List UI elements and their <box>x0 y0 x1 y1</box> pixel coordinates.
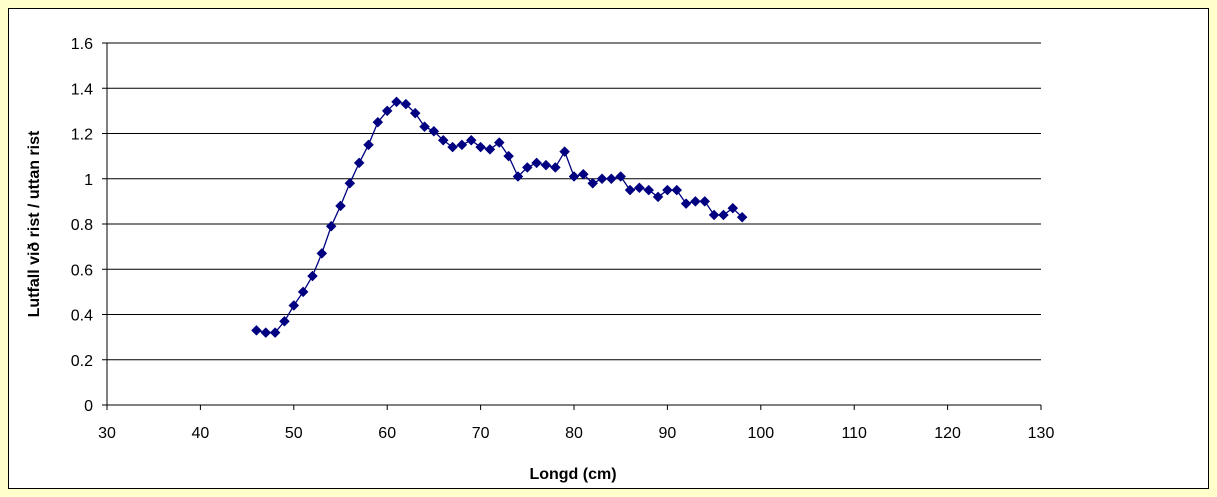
data-point-marker <box>727 202 739 214</box>
data-point-marker <box>344 177 356 189</box>
x-tick-label: 110 <box>841 425 867 442</box>
y-tick-label: 0.8 <box>71 217 93 234</box>
data-point-marker <box>690 196 701 207</box>
data-point-marker <box>624 184 636 196</box>
data-point-marker <box>680 198 692 209</box>
x-axis-title: Longd (cm) <box>529 466 616 483</box>
x-tick-label: 70 <box>472 425 490 442</box>
data-point-marker <box>372 116 384 128</box>
data-point-marker <box>671 184 683 196</box>
data-point-marker <box>465 134 477 146</box>
data-point-marker <box>316 248 328 259</box>
x-tick-label: 100 <box>747 425 774 442</box>
data-point-marker <box>652 191 664 203</box>
data-point-marker <box>606 173 617 185</box>
data-point-marker <box>549 162 561 173</box>
data-point-marker <box>363 139 374 151</box>
x-tick-label: 80 <box>565 425 583 442</box>
y-axis-title: Lutfall við rist / uttan rist <box>26 130 43 317</box>
data-point-marker <box>596 173 608 185</box>
x-tick-label: 30 <box>98 425 116 442</box>
data-point-marker <box>297 286 309 298</box>
data-point-marker <box>335 200 346 212</box>
data-point-marker <box>662 184 673 196</box>
data-point-marker <box>325 220 337 232</box>
x-tick-label: 50 <box>285 425 303 442</box>
y-tick-label: 1.2 <box>71 127 93 144</box>
x-tick-label: 120 <box>934 425 961 442</box>
data-point-marker <box>409 107 421 119</box>
data-point-marker <box>540 159 552 171</box>
data-point-marker <box>577 168 589 180</box>
y-tick-labels: 0 0.2 0.4 0.6 0.8 1 1.2 1.4 1.6 <box>71 36 93 415</box>
data-point-marker <box>288 300 300 311</box>
data-point-marker <box>512 171 524 182</box>
series-line <box>256 101 743 334</box>
grid-lines <box>107 42 1041 361</box>
data-point-marker <box>400 98 412 110</box>
x-tick-label: 60 <box>378 425 396 442</box>
data-point-marker <box>456 139 468 151</box>
data-point-marker <box>484 143 496 155</box>
x-tick-label: 40 <box>192 425 210 442</box>
data-point-marker <box>391 96 402 108</box>
y-tick-label: 0.2 <box>71 353 93 370</box>
data-point-marker <box>568 171 580 182</box>
data-point-marker <box>419 121 430 133</box>
data-point-marker <box>447 141 458 153</box>
data-point-marker <box>269 327 281 338</box>
y-tick-label: 0.4 <box>71 308 93 325</box>
data-point-marker <box>251 324 262 336</box>
y-tick-label: 1.6 <box>71 36 93 53</box>
data-point-marker <box>736 211 748 223</box>
y-tick-label: 1.4 <box>71 81 93 98</box>
data-point-marker <box>307 270 318 282</box>
series-group <box>251 96 748 338</box>
data-point-marker <box>381 105 393 117</box>
data-point-marker <box>531 157 542 169</box>
data-point-marker <box>615 171 627 182</box>
data-point-marker <box>521 162 533 173</box>
x-tick-label: 90 <box>659 425 677 442</box>
axes <box>102 42 1042 410</box>
x-tick-label: 130 <box>1028 425 1055 442</box>
data-point-marker <box>643 184 655 196</box>
data-point-marker <box>353 157 365 169</box>
y-tick-label: 1 <box>84 172 93 189</box>
data-point-marker <box>260 327 272 338</box>
data-point-marker <box>428 125 440 137</box>
x-tick-labels: 30 40 50 60 70 80 90 100 110 120 130 <box>98 425 1054 442</box>
y-tick-label: 0 <box>84 398 93 415</box>
data-point-marker <box>503 150 514 162</box>
data-point-marker <box>475 141 486 153</box>
data-point-marker <box>437 134 449 146</box>
data-point-marker <box>559 146 571 157</box>
data-point-marker <box>493 137 505 148</box>
data-point-marker <box>699 196 711 207</box>
data-point-marker <box>634 182 645 194</box>
data-point-marker <box>279 315 290 327</box>
data-point-marker <box>708 209 720 221</box>
data-point-marker <box>587 177 599 189</box>
data-point-marker <box>718 209 729 221</box>
y-tick-label: 0.6 <box>71 262 93 279</box>
